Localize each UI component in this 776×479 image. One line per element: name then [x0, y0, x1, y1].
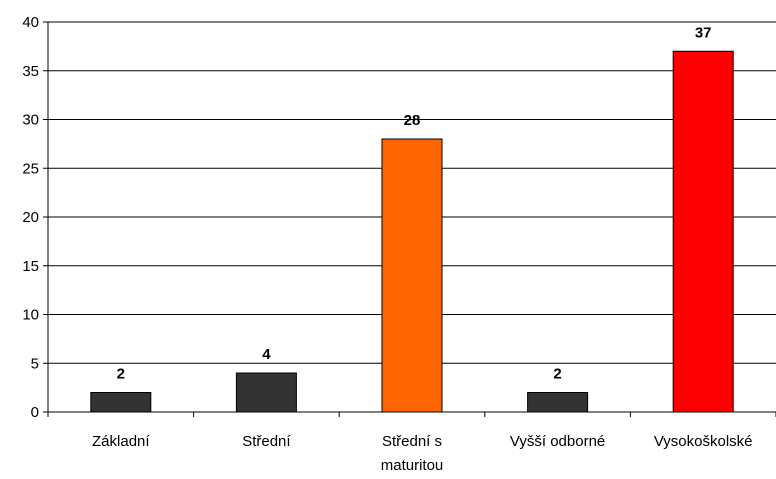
- data-label: 28: [404, 112, 421, 129]
- y-tick-label: 5: [31, 355, 39, 372]
- bar: [90, 392, 152, 413]
- y-tick-label: 15: [22, 258, 39, 275]
- axes: [43, 21, 776, 417]
- category-label-line: Vyšší odborné: [510, 433, 605, 450]
- category-label-line: Vysokoškolské: [654, 433, 753, 450]
- category-label-line: Základní: [92, 433, 150, 450]
- data-label: 4: [262, 346, 271, 363]
- category-label-line: Střední s: [382, 433, 442, 450]
- data-label: 2: [117, 366, 125, 383]
- category-label-line: Střední: [242, 433, 291, 450]
- category-label: Střední: [242, 433, 291, 450]
- bar: [527, 392, 589, 413]
- category-label: Vyšší odborné: [510, 433, 605, 450]
- y-tick-label: 35: [22, 63, 39, 80]
- y-tick-label: 20: [22, 209, 39, 226]
- bar: [235, 372, 297, 413]
- y-tick-label: 0: [31, 404, 39, 421]
- data-label: 2: [553, 366, 561, 383]
- bar: [381, 138, 443, 413]
- data-label: 37: [695, 24, 712, 41]
- y-tick-label: 10: [22, 307, 39, 324]
- labels: 0 5 10 15 20 25 30 35 40 2 Základní 4 Střední 28 Střed…: [22, 14, 752, 474]
- bar: [672, 50, 734, 413]
- category-label: Základní: [92, 433, 150, 450]
- y-tick-label: 40: [22, 14, 39, 31]
- category-label: Vysokoškolské: [654, 433, 753, 450]
- y-tick-label: 30: [22, 112, 39, 129]
- category-label-line: maturitou: [381, 457, 444, 474]
- bars: [90, 50, 734, 413]
- category-label: Střední s maturitou: [381, 433, 444, 474]
- y-tick-label: 25: [22, 160, 39, 177]
